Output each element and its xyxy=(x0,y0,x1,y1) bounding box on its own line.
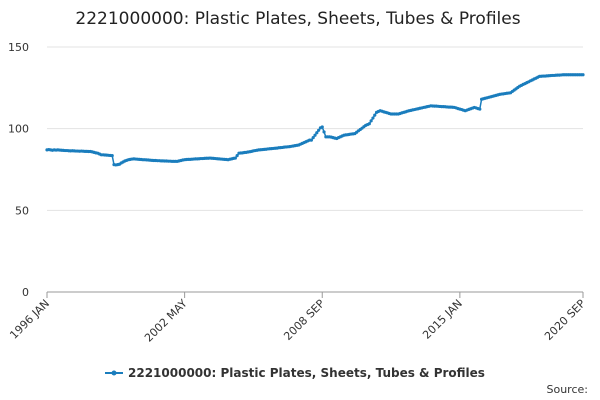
point xyxy=(367,122,371,126)
point xyxy=(371,116,375,120)
point xyxy=(110,154,114,158)
y-tick-label: 50 xyxy=(15,204,29,217)
source: Source: xyxy=(547,383,589,396)
point xyxy=(373,113,377,117)
point xyxy=(322,130,326,134)
x-tick-label: 2008 SEP xyxy=(281,297,327,343)
point xyxy=(369,119,373,123)
x-tick-label: 2002 MAY xyxy=(142,297,190,345)
point xyxy=(478,107,482,111)
chart-title: 2221000000: Plastic Plates, Sheets, Tube… xyxy=(75,9,520,29)
y-tick-label: 0 xyxy=(22,286,29,299)
point xyxy=(315,131,319,135)
y-tick-label: 150 xyxy=(8,41,29,54)
point xyxy=(235,154,239,158)
point xyxy=(320,125,324,129)
point xyxy=(317,128,321,132)
point xyxy=(313,133,317,137)
series-line xyxy=(46,74,583,166)
point xyxy=(233,156,237,160)
y-tick-label: 100 xyxy=(8,123,29,136)
x-tick-label: 1996 JAN xyxy=(7,297,52,342)
x-tick-label: 2015 JAN xyxy=(420,297,465,342)
point xyxy=(309,138,313,142)
point xyxy=(311,136,315,140)
legend-marker xyxy=(111,370,117,376)
x-tick-label: 2020 SEP xyxy=(542,297,588,343)
legend-label: 2221000000: Plastic Plates, Sheets, Tube… xyxy=(128,366,485,380)
point xyxy=(581,73,585,77)
